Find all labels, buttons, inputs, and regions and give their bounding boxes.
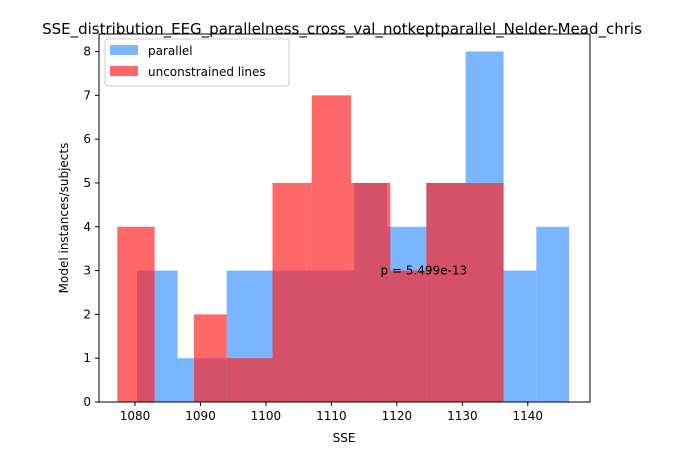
- p-value-annotation: p = 5.499e-13: [381, 264, 468, 278]
- legend-swatch-parallel: [110, 45, 138, 55]
- y-tick-label: 5: [83, 176, 91, 190]
- bar-parallel-2: [177, 358, 194, 402]
- x-tick-label: 1100: [251, 409, 282, 423]
- histogram-bars: [117, 51, 570, 403]
- y-tick-label: 8: [83, 45, 91, 59]
- y-tick-label: 7: [83, 88, 91, 102]
- x-axis-ticks: 1080 1090 1100 1110 1120 1130 1140: [120, 402, 543, 423]
- y-tick-label: 6: [83, 132, 91, 146]
- legend-box: [104, 38, 290, 87]
- x-tick-label: 1120: [382, 409, 413, 423]
- legend-label-parallel: parallel: [148, 44, 193, 58]
- legend-swatch-unconstrained-lines: [110, 66, 138, 76]
- x-tick-label: 1080: [120, 409, 151, 423]
- y-axis-label: Model instances/subjects: [57, 143, 71, 294]
- bar-parallel-12: [503, 270, 537, 402]
- legend-label-unconstrained-lines: unconstrained lines: [148, 65, 266, 79]
- plot-frame: [98, 33, 591, 403]
- bar-unconstrained-lines-0: [117, 226, 155, 402]
- bar-parallel-13: [536, 226, 570, 402]
- chart-title: SSE_distribution_EEG_parallelness_cross_…: [42, 20, 642, 39]
- x-tick-label: 1110: [316, 409, 347, 423]
- bar-parallel-1: [154, 270, 178, 402]
- y-tick-label: 0: [83, 395, 91, 409]
- bar-unconstrained-lines-5: [311, 95, 352, 402]
- y-tick-label: 4: [83, 220, 91, 234]
- bar-unconstrained-lines-8: [426, 182, 466, 402]
- bar-unconstrained-lines-9: [465, 182, 504, 402]
- x-tick-label: 1090: [185, 409, 216, 423]
- legend: parallel unconstrained lines: [104, 38, 290, 87]
- bar-unconstrained-lines-4: [272, 182, 312, 402]
- y-tick-label: 3: [83, 264, 91, 278]
- bar-unconstrained-lines-6: [351, 182, 391, 402]
- y-tick-label: 1: [83, 351, 91, 365]
- x-tick-label: 1140: [513, 409, 544, 423]
- x-tick-label: 1130: [447, 409, 478, 423]
- bar-unconstrained-lines-2: [193, 314, 227, 402]
- bar-unconstrained-lines-3: [226, 358, 273, 402]
- x-axis-label: SSE: [333, 431, 356, 445]
- bar-unconstrained-lines-7: [390, 270, 427, 402]
- y-tick-label: 2: [83, 307, 91, 321]
- y-axis-ticks: 0 1 2 3 4 5 6 7 8: [83, 45, 99, 409]
